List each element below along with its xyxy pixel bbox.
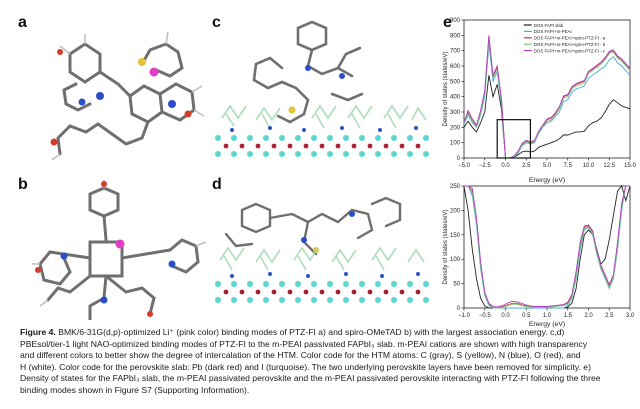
legend-entry-4: DOS FAPI+m-PEAI+spiro-PTZ-FI - b — [534, 42, 606, 47]
x-tick-label: 1.0 — [543, 313, 552, 319]
series-line-5 — [463, 35, 631, 159]
x-tick-label: 0.0 — [501, 163, 510, 169]
x-tick-label: 3.0 — [626, 313, 635, 319]
y-tick-label: 300 — [450, 110, 461, 116]
y-tick-label: 900 — [450, 18, 461, 24]
panel-label-e: e — [443, 14, 452, 31]
x-tick-label: −2.5 — [479, 163, 492, 169]
y-tick-label: 250 — [450, 184, 461, 190]
series-line-1 — [463, 75, 631, 159]
y-tick-label: 400 — [450, 95, 461, 101]
y-tick-label: 500 — [450, 79, 461, 85]
legend-entry-5: DOS FAPI+m-PEAI+spiro-PTZ-FI - c — [534, 48, 606, 53]
caption-line-6: binding modes shown in Figure S7 (Suppor… — [20, 384, 250, 395]
caption-line-3: and different colors to better show the … — [20, 350, 581, 361]
series-line-5 — [464, 185, 630, 308]
legend-entry-1: DOS FAPI slab — [534, 23, 564, 28]
x-tick-label: 5.0 — [543, 163, 552, 169]
x-tick-label: −0.5 — [479, 313, 492, 319]
x-tick-label: 10.0 — [583, 163, 595, 169]
x-tick-label: 2.5 — [605, 313, 614, 319]
dos-chart-bottom: −1.0 −0.5 0.0 0.5 1.0 1.5 2.0 2.5 3.0 0 50 100 150 20… — [443, 184, 635, 328]
x-tick-label: 12.5 — [603, 163, 615, 169]
y-tick-label: 0 — [457, 156, 461, 162]
legend-entry-2: DOS FAPI+m-PEAI — [534, 29, 572, 34]
x-tick-label: 2.0 — [584, 313, 593, 319]
molecule-b-image — [32, 180, 207, 320]
x-tick-label: 15.0 — [624, 163, 636, 169]
x-axis-label: Energy (eV) — [529, 321, 565, 328]
x-tick-label: −5.0 — [458, 163, 471, 169]
caption-line-4: H (white). Color code for the perovskite… — [20, 361, 591, 372]
panel-label-d: d — [212, 176, 222, 193]
y-axis-label: Density of states (states/eV) — [443, 51, 449, 126]
y-tick-label: 100 — [450, 257, 461, 263]
caption-line-1: BMK/6-31G(d,p)-optimized Li⁺ (pink color… — [58, 327, 565, 337]
panel-label-c: c — [212, 14, 221, 31]
x-tick-label: 7.5 — [564, 163, 573, 169]
y-tick-label: 700 — [450, 49, 461, 55]
caption-label: Figure 4. — [20, 327, 56, 337]
y-tick-label: 800 — [450, 33, 461, 39]
y-tick-label: 150 — [450, 233, 461, 239]
series-line-4 — [464, 185, 630, 309]
panel-label-a: a — [18, 14, 27, 31]
slab-d-image — [215, 196, 429, 303]
zoom-region-box — [496, 119, 532, 159]
x-tick-label: 0.0 — [501, 313, 510, 319]
x-tick-label: 0.5 — [522, 313, 531, 319]
y-axis-label: Density of states (states/eV) — [443, 209, 449, 284]
panel-label-b: b — [18, 176, 28, 193]
x-tick-label: −1.0 — [458, 313, 471, 319]
caption-line-5: Density of states for the FAPbI₃ slab, t… — [20, 373, 601, 384]
legend-entry-3: DOS FAPI+m-PEAI+spiro-PTZ-FI - a — [534, 36, 606, 41]
x-tick-label: 2.5 — [522, 163, 531, 169]
molecule-a-image — [50, 31, 205, 161]
y-tick-label: 0 — [457, 306, 461, 312]
y-tick-label: 200 — [450, 125, 461, 131]
slab-c-image — [212, 20, 434, 158]
plot-frame — [463, 185, 631, 309]
caption-line-2: PBEsol/tier-1 light NAO-optimized bindin… — [20, 338, 588, 349]
x-tick-label: 1.5 — [564, 313, 573, 319]
figure-caption: Figure 4. BMK/6-31G(d,p)-optimized Li⁺ (… — [20, 327, 628, 397]
y-tick-label: 600 — [450, 64, 461, 70]
dos-chart-top: −5.0 −2.5 0.0 2.5 5.0 7.5 10.0 12.5 15.0 0 100 200 3… — [443, 18, 636, 184]
x-axis-label: Energy (eV) — [529, 177, 565, 184]
y-tick-label: 200 — [450, 208, 461, 214]
y-tick-label: 100 — [450, 141, 461, 147]
y-tick-label: 50 — [453, 282, 460, 288]
